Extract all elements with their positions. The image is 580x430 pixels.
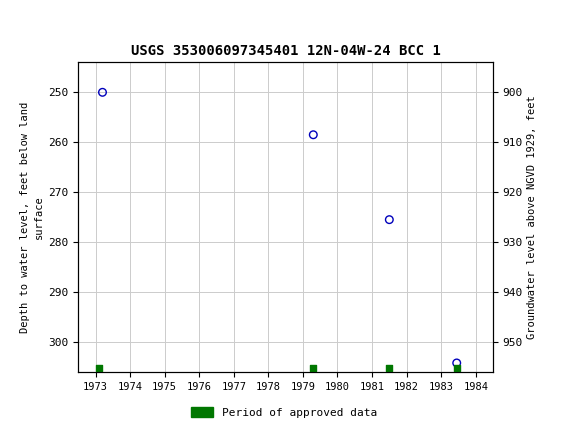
Point: [452, 359, 461, 366]
Point: [309, 131, 318, 138]
Point: [95, 365, 104, 372]
Point: [385, 216, 394, 223]
Point: [98, 89, 107, 96]
Title: USGS 353006097345401 12N-04W-24 BCC 1: USGS 353006097345401 12N-04W-24 BCC 1: [130, 44, 441, 58]
Legend: Period of approved data: Period of approved data: [187, 403, 382, 422]
Bar: [3, 3, 43, 36]
Point: [385, 365, 394, 372]
Y-axis label: Depth to water level, feet below land
surface: Depth to water level, feet below land su…: [20, 101, 44, 333]
Y-axis label: Groundwater level above NGVD 1929, feet: Groundwater level above NGVD 1929, feet: [527, 95, 537, 339]
Point: [452, 365, 461, 372]
Point: [309, 365, 318, 372]
Text: USGS: USGS: [52, 10, 107, 28]
Text: ▓: ▓: [3, 8, 20, 31]
